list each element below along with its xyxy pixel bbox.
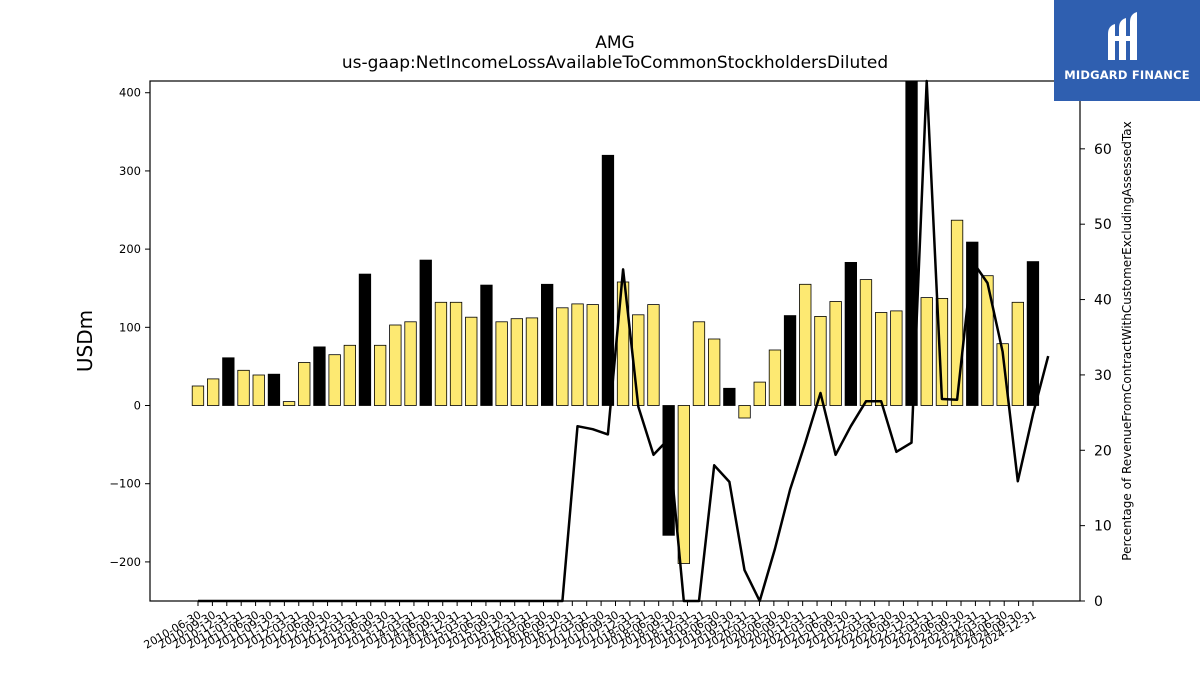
bar — [541, 283, 554, 406]
bar — [434, 301, 448, 406]
bar — [252, 374, 265, 406]
bar — [465, 316, 478, 407]
y-tick-label: −100 — [109, 477, 141, 491]
y-tick-label: 100 — [119, 320, 141, 334]
bar — [844, 261, 857, 406]
bar — [267, 373, 281, 406]
bar — [935, 297, 949, 406]
logo-text: MIDGARD FINANCE — [1064, 68, 1190, 82]
brand-logo: MIDGARD FINANCE — [1054, 0, 1200, 101]
bar — [404, 321, 417, 406]
bar — [586, 304, 599, 406]
bar — [950, 219, 964, 406]
y-tick-label: −200 — [109, 555, 141, 569]
bar — [373, 344, 387, 406]
bar — [1026, 261, 1040, 406]
bar — [419, 259, 432, 406]
bar — [799, 283, 812, 406]
bar — [829, 301, 842, 406]
bar — [662, 405, 675, 536]
bar — [875, 312, 888, 406]
y-tick-label: 400 — [119, 86, 141, 100]
bar — [510, 318, 524, 406]
y2-tick-label: 10 — [1094, 519, 1112, 535]
bar — [449, 301, 463, 406]
chart-title: AMG — [595, 33, 634, 53]
bar — [708, 338, 721, 406]
bar — [920, 297, 933, 406]
bar — [738, 405, 751, 419]
bar — [222, 357, 235, 406]
bar — [601, 154, 615, 406]
y-tick-label: 200 — [119, 242, 141, 256]
left-axis-label: USDm — [73, 310, 97, 372]
bar — [495, 321, 508, 406]
chart-subtitle: us-gaap:NetIncomeLossAvailableToCommonSt… — [342, 53, 888, 73]
bar — [389, 324, 402, 406]
bar — [692, 321, 706, 406]
bar — [191, 385, 205, 406]
bar — [814, 315, 827, 406]
bar — [647, 304, 660, 406]
bar — [768, 349, 782, 406]
bar — [480, 284, 493, 406]
y2-tick-label: 20 — [1094, 443, 1112, 459]
bar — [753, 381, 766, 407]
bar — [723, 387, 736, 406]
y2-tick-label: 30 — [1094, 368, 1112, 384]
y-tick-label: 300 — [119, 164, 141, 178]
right-y-axis: 0 10 20 30 40 50 60 — [1080, 142, 1112, 610]
bar — [343, 344, 357, 406]
bar — [282, 401, 296, 406]
x-axis: 2010-06-302010-09-302010-12-312011-03-31… — [142, 601, 1039, 652]
bar — [981, 275, 994, 406]
left-y-axis: −200 −100 0 100 200 300 400 — [109, 86, 150, 569]
bar — [996, 343, 1009, 406]
bar — [525, 317, 539, 406]
bar — [571, 303, 584, 406]
bar — [890, 310, 903, 406]
right-axis-label: Percentage of RevenueFromContractWithCus… — [1120, 121, 1134, 560]
bar — [313, 346, 326, 406]
bar — [556, 307, 569, 406]
bar-series — [191, 80, 1040, 564]
bar — [677, 405, 690, 564]
bar — [859, 279, 873, 406]
bar — [358, 273, 372, 406]
bar — [298, 362, 311, 406]
bar — [783, 315, 797, 406]
bar — [206, 378, 220, 406]
bar — [328, 354, 341, 406]
y2-tick-label: 0 — [1094, 594, 1103, 610]
midgard-logo-icon — [1108, 12, 1137, 60]
y-tick-label: 0 — [134, 399, 141, 413]
y2-tick-label: 60 — [1094, 142, 1112, 158]
bar — [1011, 301, 1024, 406]
y2-tick-label: 50 — [1094, 217, 1112, 233]
y2-tick-label: 40 — [1094, 293, 1112, 309]
bar — [237, 369, 250, 406]
plot-frame — [149, 80, 1081, 602]
